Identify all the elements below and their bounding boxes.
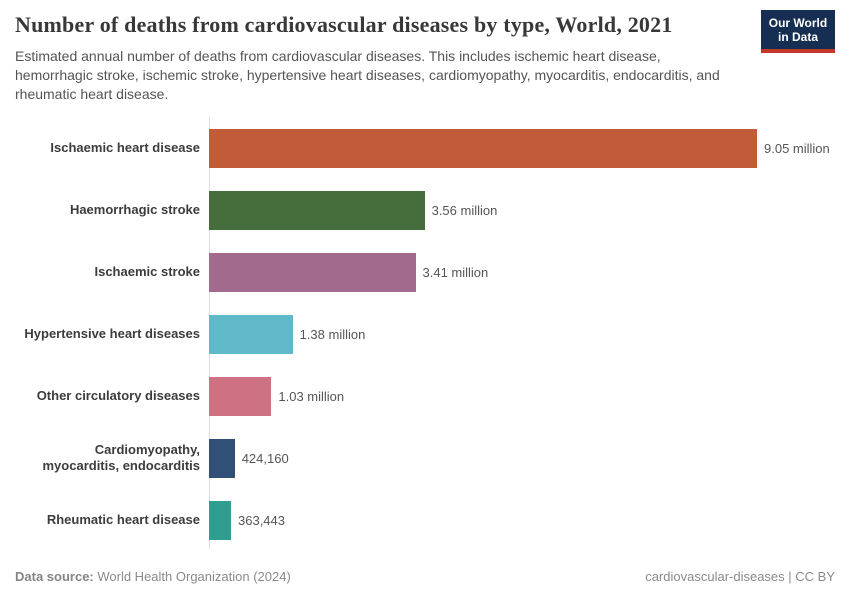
bar-area: 1.38 million xyxy=(209,314,835,354)
bar xyxy=(209,190,425,230)
bar xyxy=(209,128,757,168)
bar xyxy=(209,500,231,540)
category-label: Hypertensive heart diseases xyxy=(24,326,200,341)
category-label: Cardiomyopathy, myocarditis, endocarditi… xyxy=(42,442,201,473)
chart-footer: Data source: World Health Organization (… xyxy=(15,569,835,584)
bar-area: 3.56 million xyxy=(209,190,835,230)
data-source-note: Data source: World Health Organization (… xyxy=(15,569,291,584)
chart-row: Hypertensive heart diseases 1.38 million xyxy=(15,303,835,365)
value-label: 3.56 million xyxy=(431,202,498,218)
chart-header: Number of deaths from cardiovascular dis… xyxy=(15,10,835,104)
bar-area: 424,160 xyxy=(209,438,835,478)
category-label: Rheumatic heart disease xyxy=(46,512,200,527)
bar xyxy=(209,376,272,416)
bar-area: 363,443 xyxy=(209,500,835,540)
category-label: Ischaemic heart disease xyxy=(50,140,200,155)
page-subtitle: Estimated annual number of deaths from c… xyxy=(15,48,720,102)
chart-row: Haemorrhagic stroke 3.56 million xyxy=(15,179,835,241)
chart-row: Ischaemic heart disease 9.05 million xyxy=(15,117,835,179)
owid-logo-stripe xyxy=(761,49,835,53)
bar-area: 1.03 million xyxy=(209,376,835,416)
data-source-label: Data source: xyxy=(15,569,94,584)
bar-area: 9.05 million xyxy=(209,128,835,168)
bar xyxy=(209,438,235,478)
attribution-note: cardiovascular-diseases | CC BY xyxy=(645,569,835,584)
bar-area: 3.41 million xyxy=(209,252,835,292)
chart-row: Other circulatory diseases 1.03 million xyxy=(15,365,835,427)
category-label: Other circulatory diseases xyxy=(36,388,200,403)
owid-logo: Our World in Data xyxy=(761,10,835,53)
chart-row: Ischaemic stroke 3.41 million xyxy=(15,241,835,303)
bar xyxy=(209,314,293,354)
category-label: Ischaemic stroke xyxy=(94,264,200,279)
owid-logo-line1: Our World xyxy=(768,16,828,30)
value-label: 3.41 million xyxy=(422,264,489,280)
value-label: 424,160 xyxy=(241,450,289,466)
value-label: 1.38 million xyxy=(299,326,366,342)
page-title: Number of deaths from cardiovascular dis… xyxy=(15,12,673,37)
chart-row: Cardiomyopathy, myocarditis, endocarditi… xyxy=(15,427,835,489)
value-label: 9.05 million xyxy=(764,140,830,156)
data-source-value: World Health Organization (2024) xyxy=(93,569,291,584)
value-label: 363,443 xyxy=(238,512,285,528)
value-label: 1.03 million xyxy=(278,388,345,404)
owid-logo-line2: in Data xyxy=(777,30,818,44)
category-label: Haemorrhagic stroke xyxy=(69,202,200,217)
chart-row: Rheumatic heart disease 363,443 xyxy=(15,489,835,551)
bar-chart: Ischaemic heart disease 9.05 million Haemo… xyxy=(15,117,835,551)
bar xyxy=(209,252,416,292)
